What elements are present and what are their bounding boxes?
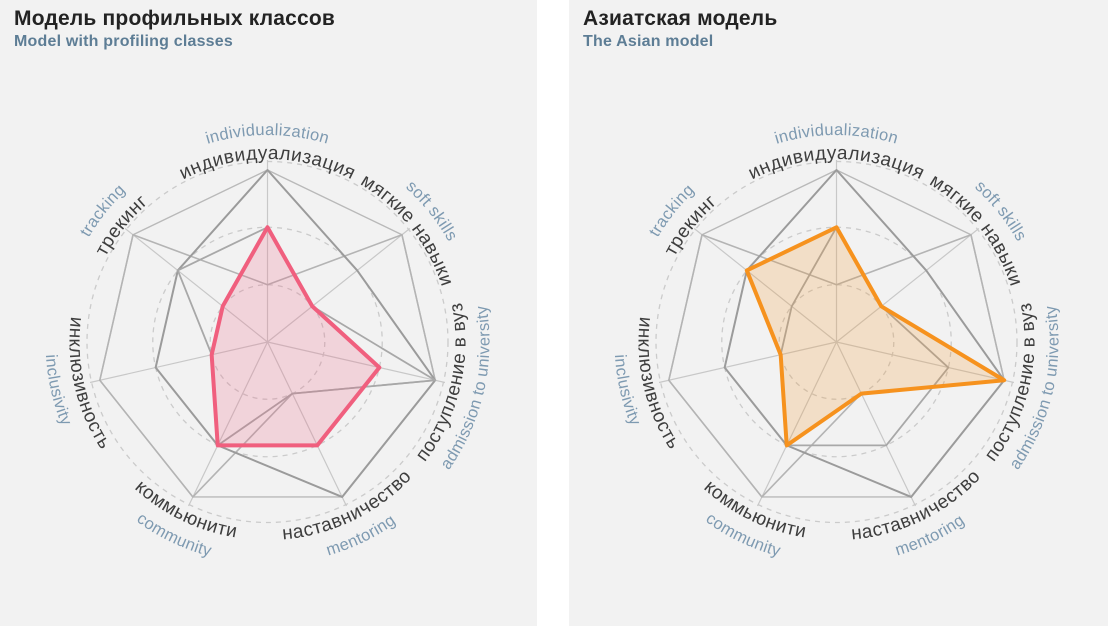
axis-spoke-3: [835, 341, 917, 507]
page-subtitle: The Asian model: [583, 33, 714, 50]
axis-label-ru-text-5: инклюзивность: [64, 316, 114, 453]
radar-chart-asian-model: индивидуализацияindividualizationмягкие …: [611, 121, 1062, 560]
page-title: Азиатская модель: [583, 7, 778, 30]
axis-spoke-4: [187, 341, 269, 507]
axis-spoke-2: [836, 341, 1015, 384]
series-polygon-background-1: [154, 169, 437, 498]
series-polygon-background-1: [723, 169, 1006, 498]
axis-spoke-6: [124, 228, 268, 343]
axis-spoke-1: [267, 228, 411, 343]
series-polygon-highlight: [744, 225, 1007, 448]
axis-label-en-0: individualization: [204, 121, 332, 148]
axis-label-ru-5: инклюзивность: [633, 316, 684, 453]
page-title: Модель профильных классов: [14, 7, 336, 30]
panel-asian-model: Азиатская модель The Asian model индивид…: [569, 0, 1108, 626]
grid-ring-0: [209, 284, 326, 400]
axis-label-ru-text-3: наставничество: [850, 466, 984, 545]
panel-profiling-classes: Модель профильных классов Model with pro…: [0, 0, 537, 626]
axis-label-en-text-0: individualization: [204, 121, 331, 148]
axis-spoke-2: [267, 341, 446, 384]
axis-label-ru-3: наставничество: [850, 466, 985, 545]
axis-spoke-5: [89, 341, 268, 384]
grid-ring-0: [778, 284, 895, 400]
axis-label-ru-3: наставничество: [281, 466, 416, 545]
axis-label-en-text-0: individualization: [773, 121, 900, 148]
series-polygon-highlight: [209, 225, 382, 448]
axis-label-ru-text-5: инклюзивность: [633, 316, 683, 453]
axis-spoke-5: [658, 341, 837, 384]
axis-label-ru-text-3: наставничество: [281, 466, 415, 545]
axis-spoke-1: [836, 228, 980, 343]
page-subtitle: Model with profiling classes: [14, 33, 233, 50]
radar-chart-profiling-classes: индивидуализацияindividualizationмягкие …: [42, 121, 493, 560]
axis-label-ru-5: инклюзивность: [64, 316, 115, 453]
axis-spoke-6: [693, 228, 837, 343]
axis-label-en-0: individualization: [773, 121, 901, 148]
series-polygon-background-2: [779, 226, 950, 447]
series-polygon-background-2: [176, 226, 437, 447]
axis-spoke-4: [756, 341, 838, 507]
axis-spoke-3: [266, 341, 348, 507]
